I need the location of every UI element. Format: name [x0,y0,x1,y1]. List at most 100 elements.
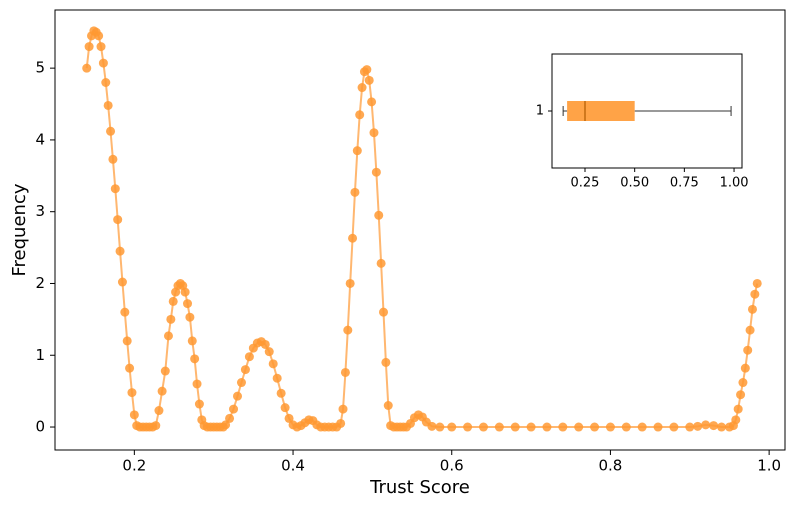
marker [163,331,173,341]
marker [345,278,355,288]
marker [183,299,193,309]
marker [127,388,137,398]
x-tick-label: 0.2 [122,457,146,475]
marker [364,75,374,85]
marker [348,233,358,243]
marker [752,278,762,288]
marker [717,422,727,432]
marker [110,184,120,194]
x-tick-label: 0.6 [440,457,464,475]
marker [284,413,294,423]
marker [221,420,231,430]
marker [280,403,290,413]
marker [379,307,388,317]
marker [350,187,360,197]
marker [117,277,127,287]
marker [383,400,393,410]
y-tick-label: 1 [536,104,544,119]
marker [240,365,250,375]
y-tick-label: 4 [35,130,45,148]
marker [374,210,384,220]
marker [236,378,246,388]
marker [82,63,92,73]
x-tick-label: 0.50 [620,176,649,191]
marker [157,386,167,396]
marker [709,421,719,431]
marker [738,378,748,388]
marker [605,422,615,432]
marker [192,379,202,389]
marker [542,422,552,432]
marker [574,422,584,432]
marker [264,347,274,357]
y-tick-label: 1 [35,346,45,364]
x-tick-label: 0.8 [599,457,623,475]
marker [740,363,750,373]
marker [113,215,123,225]
marker [96,42,106,52]
marker [106,126,116,136]
marker [94,31,104,41]
marker [736,390,746,400]
marker [447,422,457,432]
marker [336,418,346,428]
marker [369,128,379,138]
x-tick-label: 0.25 [571,176,600,191]
marker [260,339,270,349]
marker [463,422,473,432]
marker [558,422,568,432]
marker [272,373,282,383]
y-tick-label: 3 [35,202,45,220]
x-axis-label: Trust Score [369,477,470,498]
marker [750,289,760,299]
marker [637,422,647,432]
marker [180,287,190,297]
marker [108,154,118,164]
marker [510,422,520,432]
marker [276,388,286,398]
marker [194,399,204,409]
marker [352,146,362,156]
marker [338,404,348,414]
marker [590,422,600,432]
marker [120,307,130,317]
marker [268,359,278,369]
marker [185,312,195,322]
x-tick-label: 0.75 [670,176,699,191]
marker [669,422,679,432]
marker [101,77,111,87]
marker [187,336,197,346]
marker [427,421,437,431]
plot-frame [54,9,786,451]
y-axis-label: Frequency [9,183,30,276]
marker [355,110,365,120]
marker [84,42,94,52]
marker [367,97,377,107]
marker [733,404,743,414]
y-tick-label: 2 [35,274,45,292]
marker [653,422,663,432]
y-tick-label: 0 [35,418,45,436]
marker [225,413,235,423]
marker [526,422,536,432]
marker [125,363,135,373]
x-tick-label: 1.00 [720,176,749,191]
marker [685,422,695,432]
marker [160,366,170,376]
marker [376,258,386,268]
marker [435,422,445,432]
x-tick-label: 1.0 [757,457,781,475]
marker [154,406,164,416]
marker [478,422,488,432]
x-tick-label: 0.4 [281,457,305,475]
marker [244,352,254,362]
marker [381,357,391,367]
marker [229,404,239,414]
marker [166,314,176,324]
marker [357,83,367,93]
marker [743,345,753,355]
marker [168,296,178,306]
marker [98,58,108,68]
box [567,101,635,121]
